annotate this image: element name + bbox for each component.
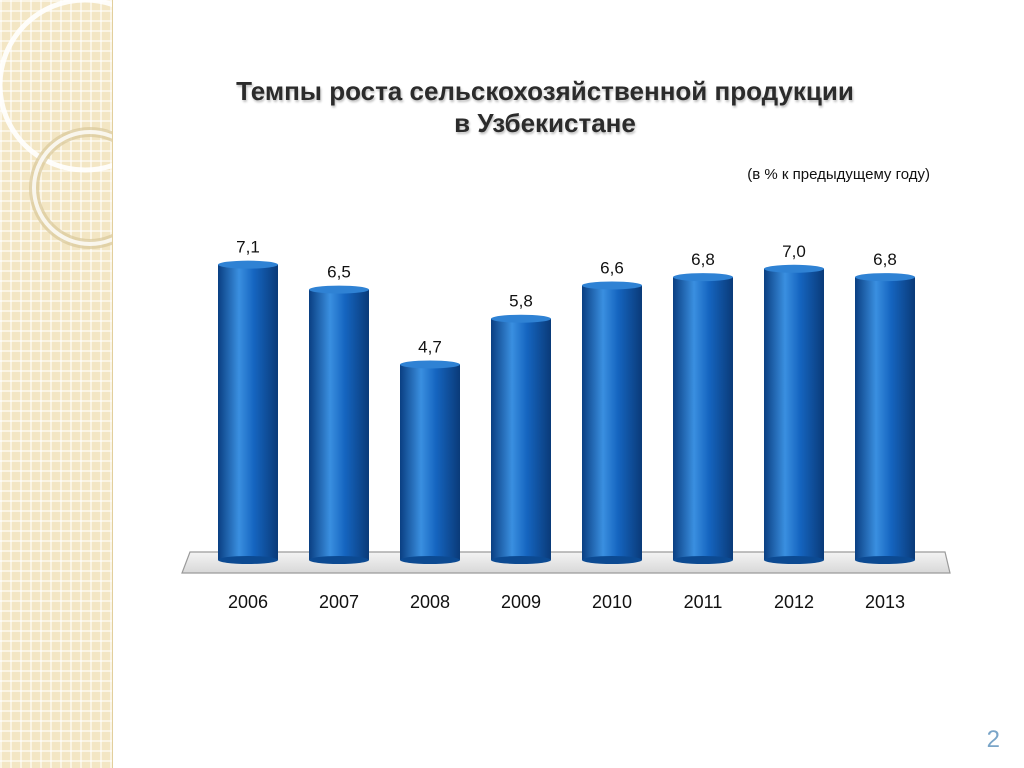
x-tick-label: 2013	[865, 592, 905, 612]
bar-top	[400, 360, 460, 369]
bar-base	[855, 556, 915, 564]
bar-top	[309, 285, 369, 294]
bar-base	[673, 556, 733, 564]
bar-body	[491, 318, 551, 560]
bar-top	[491, 314, 551, 323]
bar-2007	[309, 285, 369, 564]
bar-2009	[491, 314, 551, 564]
bar-2010	[582, 281, 642, 564]
value-label: 7,0	[782, 242, 806, 261]
value-label: 6,6	[600, 258, 624, 277]
x-tick-label: 2010	[592, 592, 632, 612]
bar-top	[218, 260, 278, 269]
bar-body	[764, 268, 824, 560]
x-tick-labels-group: 2006 2007 2008 2009 2010 2011 2012 2013	[228, 592, 905, 612]
title-line-1: Темпы роста сельскохозяйственной продукц…	[236, 76, 854, 106]
bar-body	[855, 277, 915, 560]
chart-subtitle: (в % к предыдущему году)	[747, 166, 930, 183]
bar-chart: 7,16,54,75,86,6 6,8 7,0 6,8 2006 2007 2008 200…	[181, 238, 951, 612]
bar-top	[855, 273, 915, 282]
bar-2013	[855, 273, 915, 564]
bar-base	[491, 556, 551, 564]
decorative-sidebar	[0, 0, 113, 768]
bar-top	[673, 273, 733, 282]
bars-group	[218, 260, 915, 564]
bar-base	[400, 556, 460, 564]
bar-top	[764, 264, 824, 273]
value-label: 4,7	[418, 337, 442, 356]
chart-floor	[181, 551, 951, 574]
value-labels-group: 7,1 6,5 4,7 5,8 6,6 6,8 7,0 6,8	[236, 238, 897, 357]
page-title: Темпы роста сельскохозяйственной продукц…	[120, 75, 970, 139]
bar-top	[582, 281, 642, 290]
x-tick-label: 2007	[319, 592, 359, 612]
bar-base	[764, 556, 824, 564]
bar-2011	[673, 273, 733, 564]
x-tick-label: 2008	[410, 592, 450, 612]
floor-plane	[181, 551, 951, 574]
value-label: 6,8	[691, 250, 715, 269]
bar-2006	[218, 260, 278, 564]
x-tick-label: 2011	[684, 592, 723, 612]
bar-body	[582, 285, 642, 560]
value-label: 5,8	[509, 292, 533, 311]
x-tick-label: 2006	[228, 592, 268, 612]
x-tick-label: 2012	[774, 592, 814, 612]
value-label: 7,1	[236, 238, 260, 257]
page-number: 2	[986, 726, 1000, 753]
bar-base	[582, 556, 642, 564]
x-tick-label: 2009	[501, 592, 541, 612]
bar-body	[400, 364, 460, 560]
value-label: 6,8	[873, 250, 897, 269]
bar-body	[309, 289, 369, 560]
bar-2012	[764, 264, 824, 564]
bar-2008	[400, 360, 460, 564]
bar-base	[218, 556, 278, 564]
value-label: 6,5	[327, 263, 351, 282]
bar-body	[218, 264, 278, 560]
title-line-2: в Узбекистане	[454, 108, 636, 138]
decorative-circles	[0, 0, 112, 249]
bar-body	[673, 277, 733, 560]
bar-base	[309, 556, 369, 564]
